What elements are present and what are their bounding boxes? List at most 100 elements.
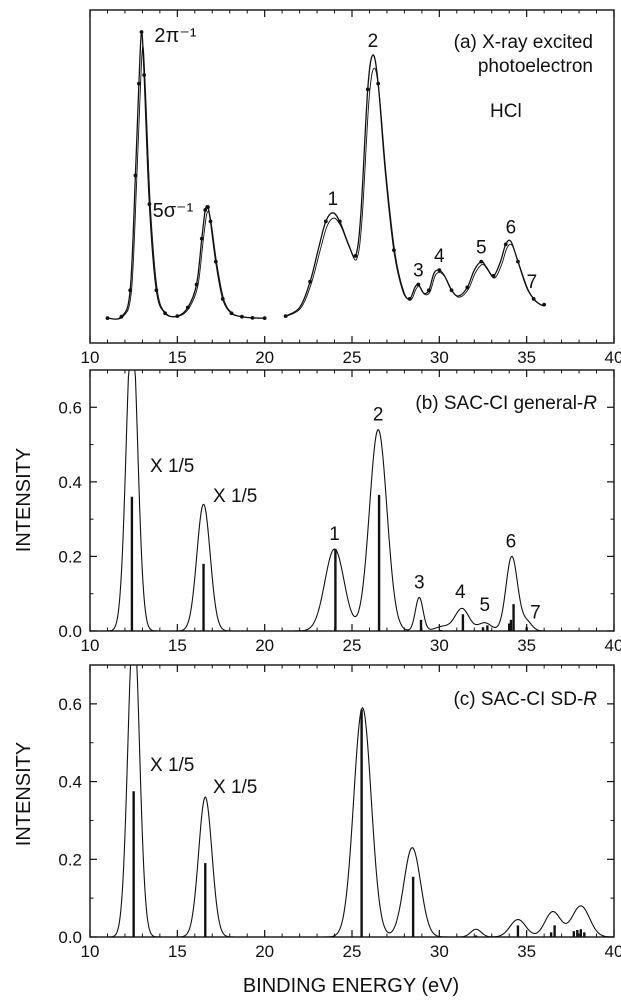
panel-a-data-point — [262, 316, 267, 321]
panel-c-y-tick-label: 0.4 — [58, 773, 82, 792]
panel-a-peak-label: 7 — [527, 272, 538, 293]
panel-a-data-point — [220, 297, 225, 301]
panel-a-x-tick-label-30: 30 — [430, 348, 449, 367]
panel-b-peak-label: 7 — [530, 602, 541, 623]
panel-a-x-tick-label-35: 35 — [517, 348, 536, 367]
panel-a-data-point — [323, 219, 328, 224]
panel-a-data-point — [479, 259, 484, 264]
panel-a-data-point — [139, 30, 144, 34]
panel-c-x-tick-label-15: 15 — [168, 942, 187, 961]
panel-a-data-point — [426, 288, 431, 293]
panel-a-peak-label: 2 — [368, 31, 379, 52]
panel-b-title-prefix: (b) SAC-CI general- — [415, 393, 583, 414]
panel-b-envelope-line — [90, 369, 614, 632]
panel-b-scale-label-1: X 1/5 — [150, 456, 194, 477]
panel-b-x-tick-label-30: 30 — [430, 636, 449, 655]
panel-a-x-tick-label-20: 20 — [255, 348, 274, 367]
panel-a-data-point — [437, 268, 442, 273]
panel-b-peak-label: 3 — [414, 572, 425, 593]
y-axis-label-upper: INTENSITY — [13, 448, 35, 552]
panel-a-peak-label: 5 — [476, 238, 487, 259]
panel-a-data-point — [133, 173, 138, 178]
panel-a-molecule-label: HCl — [490, 101, 522, 122]
panel-c-x-tick-label-10: 10 — [81, 942, 100, 961]
panel-c-x-tick-label-35: 35 — [517, 942, 536, 961]
panel-c-envelope-line — [90, 664, 615, 938]
panel-a-data-point — [503, 242, 508, 247]
panel-a-data-point — [337, 219, 342, 224]
panel-a-data-point — [194, 282, 199, 287]
panel-a-data-point — [365, 87, 370, 92]
panel-c-y-tick-label: 0.0 — [58, 928, 82, 947]
panel-a-spectrum-line-2 — [108, 45, 546, 320]
panel-b-peak-label: 5 — [479, 595, 490, 616]
panel-b-y-tick-label: 0.4 — [58, 473, 82, 492]
panel-b-sticks — [130, 494, 528, 631]
panel-b-peak-label: 6 — [506, 531, 517, 552]
panel-a-data-point — [542, 302, 547, 307]
panel-b-x-tick-label-40: 40 — [605, 636, 621, 655]
panel-c-title-prefix: (c) SAC-CI SD- — [453, 689, 583, 710]
panel-b-x-tick-label-35: 35 — [517, 636, 536, 655]
panel-c: 10 15 20 25 30 35 40 0.0 0.2 0.4 0.6 (c) SAC-CI SD… — [58, 664, 621, 961]
panel-c-x-tick-label-20: 20 — [255, 942, 274, 961]
panel-a-data-point — [416, 282, 421, 287]
panel-a-data-point — [203, 208, 208, 212]
panel-a-data-point — [206, 205, 210, 209]
panel-a-data-point — [147, 202, 152, 207]
panel-a-data-point — [308, 279, 312, 284]
panel-b-scale-label-2: X 1/5 — [213, 486, 257, 507]
panel-a-peak-label: 1 — [327, 189, 338, 210]
panel-c-x-tick-label-40: 40 — [605, 942, 621, 961]
panel-a-x-tick-label-10: 10 — [81, 348, 100, 367]
panel-b-x-tick-label-15: 15 — [168, 636, 187, 655]
panel-a-data-point — [465, 285, 470, 290]
panel-b-y-tick-label: 0.6 — [58, 398, 82, 417]
panel-b: 10 15 20 25 30 35 40 0.0 0.2 0.4 0.6 1 2 3 45 6 7 (b) S… — [58, 369, 621, 655]
panel-a-data-point — [376, 81, 381, 86]
panel-a-data-point — [531, 297, 536, 301]
panel-a-x-tick-label-40: 40 — [605, 348, 621, 367]
panel-b-x-tick-label-25: 25 — [343, 636, 362, 655]
panel-a-data-point — [175, 314, 180, 319]
panel-a-data-point — [208, 219, 213, 224]
y-axis-label-lower: INTENSITY — [13, 742, 35, 846]
panel-a-data-point — [229, 311, 234, 316]
panel-c-scale-label-1: X 1/5 — [150, 755, 194, 776]
panel-b-y-tick-label: 0.0 — [58, 622, 82, 641]
panel-a-data-point — [213, 259, 218, 264]
x-axis-label: BINDING ENERGY (eV) — [243, 975, 459, 997]
panel-b-peak-label: 2 — [373, 405, 384, 426]
panel-a-x-tick-label-15: 15 — [168, 348, 187, 367]
panel-a-data-point — [105, 316, 110, 321]
panel-c-title-italic: R — [583, 689, 597, 710]
panel-b-annotations: 1 2 3 45 6 7 — [329, 405, 540, 624]
panel-b-x-tick-label-20: 20 — [255, 636, 274, 655]
panel-a-data-point — [128, 288, 133, 293]
panel-a-data-point — [154, 288, 159, 293]
panel-a-peak-label: 2π⁻¹ — [154, 25, 196, 47]
panel-b-title: (b) SAC-CI general-R — [415, 393, 597, 414]
panel-a-data-point — [185, 305, 190, 310]
panel-a-peak-label: 5σ⁻¹ — [153, 200, 194, 222]
panel-b-ticks: 10 15 20 25 30 35 400.00.20.40.6 — [58, 370, 621, 655]
panel-a-data-point — [516, 259, 520, 264]
panel-a-title-line2: photoelectron — [478, 56, 593, 77]
panel-a-data-point — [163, 311, 168, 316]
panel-a-data-point — [119, 314, 124, 319]
panel-a-data-point — [250, 315, 255, 320]
panel-c-scale-label-2: X 1/5 — [213, 777, 257, 798]
panel-c-x-tick-label-30: 30 — [430, 942, 449, 961]
panel-c-ticks: 10 15 20 25 30 35 40 0.0 0.2 0.4 0.6 — [58, 665, 621, 961]
panel-b-title-italic: R — [583, 393, 597, 414]
panel-b-x-tick-label-10: 10 — [81, 636, 100, 655]
panel-c-x-tick-label-25: 25 — [343, 942, 362, 961]
panel-c-sticks — [132, 709, 586, 937]
panel-a-data-point — [449, 288, 454, 293]
panel-a-data-point — [142, 73, 147, 77]
panel-a-x-tick-label-25: 25 — [343, 348, 362, 367]
panel-a-data-points — [105, 30, 547, 321]
panel-a-data-point — [392, 248, 396, 253]
